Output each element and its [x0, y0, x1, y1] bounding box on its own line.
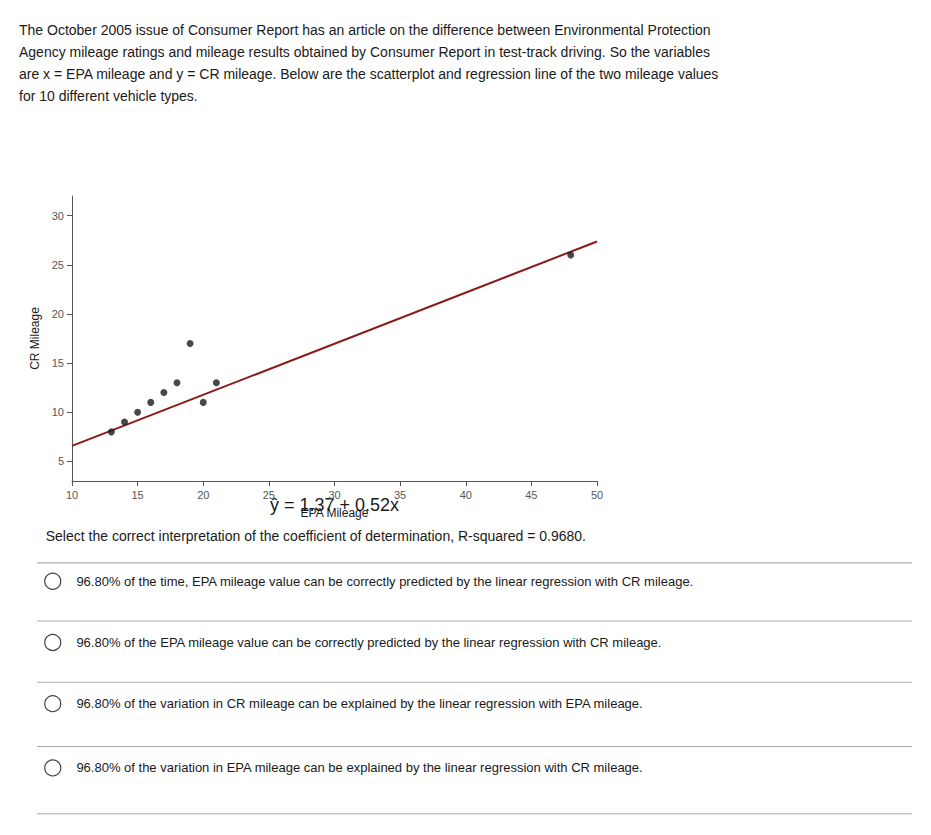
- svg-text:45: 45: [525, 489, 537, 501]
- svg-text:15: 15: [132, 489, 144, 501]
- svg-text:96.80% of the time, EPA mileag: 96.80% of the time, EPA mileage value ca…: [76, 574, 693, 589]
- svg-text:10: 10: [66, 489, 78, 501]
- svg-text:Agency mileage ratings and mil: Agency mileage ratings and mileage resul…: [19, 44, 710, 60]
- svg-text:for 10 different vehicle types: for 10 different vehicle types.: [19, 88, 198, 104]
- svg-text:10: 10: [52, 406, 64, 418]
- svg-text:96.80% of the variation in CR: 96.80% of the variation in CR mileage ca…: [76, 696, 642, 711]
- svg-text:EPA Mileage: EPA Mileage: [301, 506, 369, 520]
- svg-text:CR Mileage: CR Mileage: [28, 307, 42, 370]
- svg-text:Select the correct interpretat: Select the correct interpretation of the…: [46, 528, 586, 544]
- svg-text:96.80% of the variation in EPA: 96.80% of the variation in EPA mileage c…: [76, 760, 642, 775]
- svg-text:15: 15: [52, 357, 64, 369]
- svg-text:25: 25: [52, 259, 64, 271]
- svg-text:40: 40: [460, 489, 472, 501]
- svg-text:5: 5: [58, 455, 64, 467]
- svg-text:The October 2005 issue of Cons: The October 2005 issue of Consumer Repor…: [19, 22, 711, 38]
- svg-text:35: 35: [394, 489, 406, 501]
- svg-text:30: 30: [328, 489, 340, 501]
- svg-text:96.80% of the EPA mileage valu: 96.80% of the EPA mileage value can be c…: [76, 635, 661, 650]
- svg-text:20: 20: [52, 308, 64, 320]
- svg-text:ŷ = 1.37 + 0.52x: ŷ = 1.37 + 0.52x: [270, 495, 399, 515]
- svg-text:20: 20: [197, 489, 209, 501]
- svg-text:are x = EPA mileage and y = CR: are x = EPA mileage and y = CR mileage. …: [19, 66, 718, 82]
- svg-text:30: 30: [52, 210, 64, 222]
- svg-text:50: 50: [591, 489, 603, 501]
- svg-text:25: 25: [263, 489, 275, 501]
